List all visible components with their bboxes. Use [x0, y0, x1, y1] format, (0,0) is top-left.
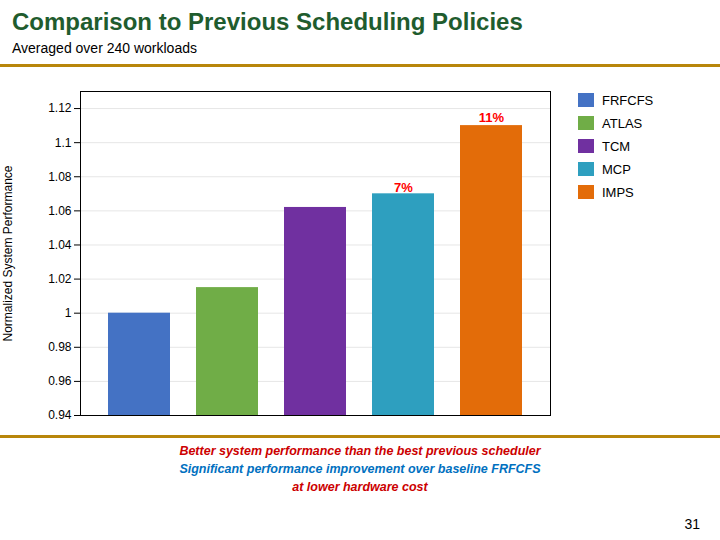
html-text:31: 31 — [684, 516, 700, 532]
svg-text:1.12: 1.12 — [48, 101, 72, 115]
html-text:FRFCFS: FRFCFS — [602, 92, 654, 108]
html-text:Significant performance improv: Significant performance improvement over… — [179, 461, 541, 476]
svg-text:1.04: 1.04 — [48, 237, 72, 251]
svg-text:1: 1 — [65, 306, 72, 320]
svg-text:0.98: 0.98 — [48, 340, 72, 354]
html-text:Averaged over 240 workloads: Averaged over 240 workloads — [12, 39, 197, 56]
svg-text:1.02: 1.02 — [48, 272, 72, 286]
svg-text:1.1: 1.1 — [55, 135, 72, 149]
html-text:TCM: TCM — [602, 138, 631, 154]
svg-text:1.08: 1.08 — [48, 169, 72, 183]
html-text:Comparison to Previous Schedul: Comparison to Previous Scheduling Polici… — [12, 8, 523, 35]
svg-text:1.06: 1.06 — [48, 203, 72, 217]
svg-text:7%: 7% — [394, 180, 413, 195]
html-text:Better system performance than: Better system performance than the best … — [179, 443, 541, 458]
svg-text:Normalized System Performance: Normalized System Performance — [1, 165, 15, 341]
html-text:MCP: MCP — [602, 161, 631, 177]
html-text:ATLAS: ATLAS — [602, 115, 643, 131]
svg-text:0.94: 0.94 — [48, 408, 72, 422]
html-text:IMPS: IMPS — [602, 184, 634, 200]
svg-text:0.96: 0.96 — [48, 374, 72, 388]
html-text:at lower hardware cost: at lower hardware cost — [292, 479, 428, 494]
svg-text:11%: 11% — [479, 110, 505, 125]
